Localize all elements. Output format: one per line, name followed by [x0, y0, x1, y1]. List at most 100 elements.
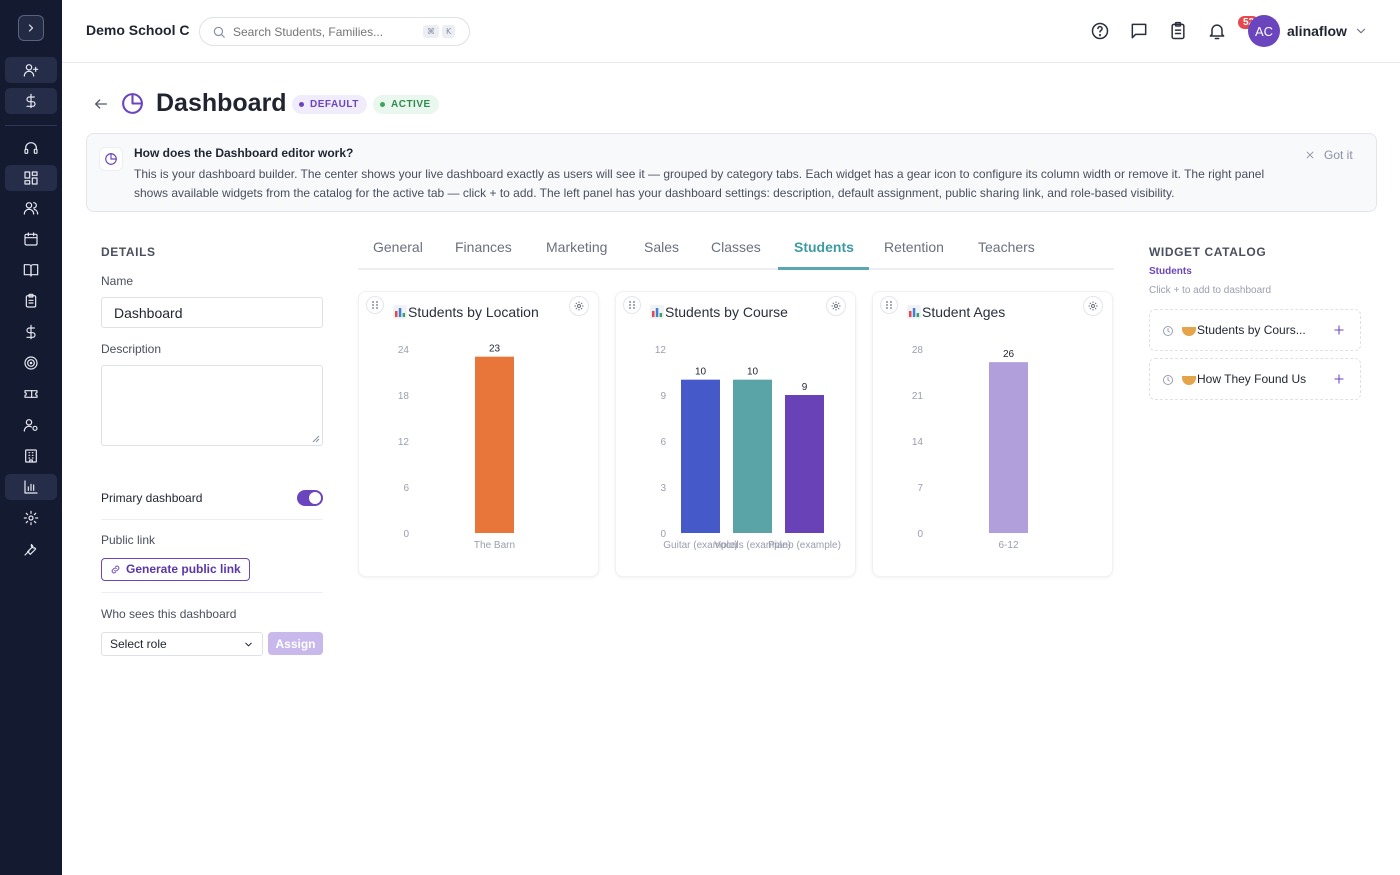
bar-chart-icon	[24, 480, 38, 494]
search-icon	[213, 26, 225, 38]
widget-settings-button[interactable]	[1083, 296, 1103, 316]
pie-chart-icon	[120, 91, 145, 116]
back-button[interactable]	[93, 96, 109, 112]
drag-dots-icon	[886, 301, 892, 309]
catalog-item-text: Students by Cours...	[1197, 323, 1306, 337]
bar	[733, 379, 772, 533]
tab-retention[interactable]: Retention	[884, 239, 944, 255]
role-select[interactable]: Select role	[101, 632, 263, 656]
sidebar-item-events[interactable]	[5, 381, 57, 407]
bar	[475, 356, 514, 533]
bar	[989, 362, 1028, 533]
tab-marketing[interactable]: Marketing	[546, 239, 608, 255]
user-menu-toggle[interactable]	[1354, 24, 1368, 38]
drag-dots-icon	[372, 301, 378, 309]
chevron-down-icon	[1356, 28, 1366, 34]
school-name[interactable]: Demo School C	[86, 22, 190, 38]
sidebar-item-locations[interactable]	[5, 443, 57, 469]
users-icon	[23, 202, 39, 215]
messages-button[interactable]	[1129, 21, 1149, 41]
search-box[interactable]: ⌘ K	[199, 17, 470, 46]
sidebar-item-payments[interactable]	[5, 88, 57, 114]
widget-settings-button[interactable]	[826, 296, 846, 316]
plus-icon	[1334, 325, 1344, 335]
assign-role-button[interactable]: Assign	[268, 632, 323, 655]
user-avatar[interactable]: AC	[1248, 15, 1280, 47]
y-tick-label: 12	[398, 437, 410, 448]
ticket-icon	[24, 390, 38, 398]
sidebar-item-dashboards[interactable]	[5, 165, 57, 191]
sidebar-item-support[interactable]	[5, 135, 57, 161]
bell-icon	[1209, 24, 1225, 40]
bar-chart-emoji-icon	[393, 305, 407, 319]
help-button[interactable]	[1090, 21, 1110, 41]
sidebar-item-lessons[interactable]	[5, 257, 57, 283]
dismiss-info-button[interactable]: Got it	[1305, 148, 1353, 162]
gear-icon	[23, 510, 39, 526]
add-widget-button[interactable]	[1332, 323, 1346, 337]
tab-sales[interactable]: Sales	[644, 239, 680, 255]
primary-dashboard-label: Primary dashboard	[101, 491, 203, 505]
tasks-button[interactable]	[1168, 21, 1188, 41]
pie-chart-icon	[99, 147, 123, 171]
y-tick-label: 21	[912, 391, 924, 402]
primary-dashboard-toggle[interactable]	[297, 490, 323, 506]
drag-handle[interactable]	[880, 296, 898, 314]
visibility-label: Who sees this dashboard	[101, 607, 237, 621]
tab-students[interactable]: Students	[794, 239, 854, 255]
widget-settings-button[interactable]	[569, 296, 589, 316]
info-title: How does the Dashboard editor work?	[134, 146, 354, 160]
sidebar	[0, 0, 62, 875]
gear-icon	[1088, 301, 1098, 311]
sidebar-item-billing[interactable]	[5, 319, 57, 345]
tab-general[interactable]: General	[373, 239, 423, 255]
sidebar-item-add-user[interactable]	[5, 57, 57, 83]
role-select-value: Select role	[110, 637, 167, 651]
name-input[interactable]	[101, 297, 323, 328]
sidebar-item-tasks[interactable]	[5, 288, 57, 314]
headset-icon	[24, 142, 38, 154]
resize-handle-icon[interactable]	[312, 435, 320, 443]
bar-chart-plot: 0 6 12 18 24 23 The Barn	[398, 344, 515, 551]
sidebar-item-reports[interactable]	[5, 474, 57, 500]
notifications-button[interactable]	[1207, 21, 1227, 41]
add-widget-button[interactable]	[1332, 372, 1346, 386]
divider	[101, 519, 323, 520]
sidebar-item-staff[interactable]	[5, 412, 57, 438]
sidebar-item-calendar[interactable]	[5, 226, 57, 252]
details-heading: DETAILS	[101, 245, 156, 259]
x-tick-label: Guitar (example)	[663, 540, 737, 551]
clock-icon	[1162, 373, 1174, 385]
sidebar-item-goals[interactable]	[5, 350, 57, 376]
chevron-right-icon	[28, 24, 34, 32]
username[interactable]: alinaflow	[1287, 23, 1347, 39]
sidebar-item-settings[interactable]	[5, 505, 57, 531]
bar-value-label: 10	[695, 367, 707, 378]
catalog-item[interactable]: How They Found Us	[1149, 358, 1361, 400]
dollar-icon	[26, 324, 36, 340]
shortcut-key-k: K	[442, 25, 456, 38]
y-tick-label: 6	[403, 483, 409, 494]
widget-title-text: Student Ages	[922, 304, 1006, 320]
tab-teachers[interactable]: Teachers	[978, 239, 1035, 255]
widget-student-ages: Student Ages 0 7 14 21 28 26 6-12	[872, 291, 1113, 577]
clipboard-list-icon	[1171, 21, 1185, 40]
search-input[interactable]	[233, 24, 423, 39]
sidebar-item-tools[interactable]	[5, 536, 57, 562]
y-tick-label: 0	[403, 529, 409, 540]
catalog-item[interactable]: Students by Cours...	[1149, 309, 1361, 351]
drag-dots-icon	[629, 301, 635, 309]
generate-public-link-button[interactable]: Generate public link	[101, 558, 250, 581]
bar-value-label: 9	[802, 382, 808, 393]
user-settings-icon	[23, 419, 38, 432]
drag-handle[interactable]	[623, 296, 641, 314]
y-tick-label: 3	[660, 483, 666, 494]
y-tick-label: 28	[912, 345, 924, 356]
tab-classes[interactable]: Classes	[711, 239, 761, 255]
drag-handle[interactable]	[366, 296, 384, 314]
sidebar-item-users[interactable]	[5, 195, 57, 221]
description-input[interactable]	[101, 365, 323, 446]
tab-finances[interactable]: Finances	[455, 239, 512, 255]
sidebar-toggle-button[interactable]	[18, 15, 44, 41]
bar-value-label: 26	[1003, 349, 1015, 360]
